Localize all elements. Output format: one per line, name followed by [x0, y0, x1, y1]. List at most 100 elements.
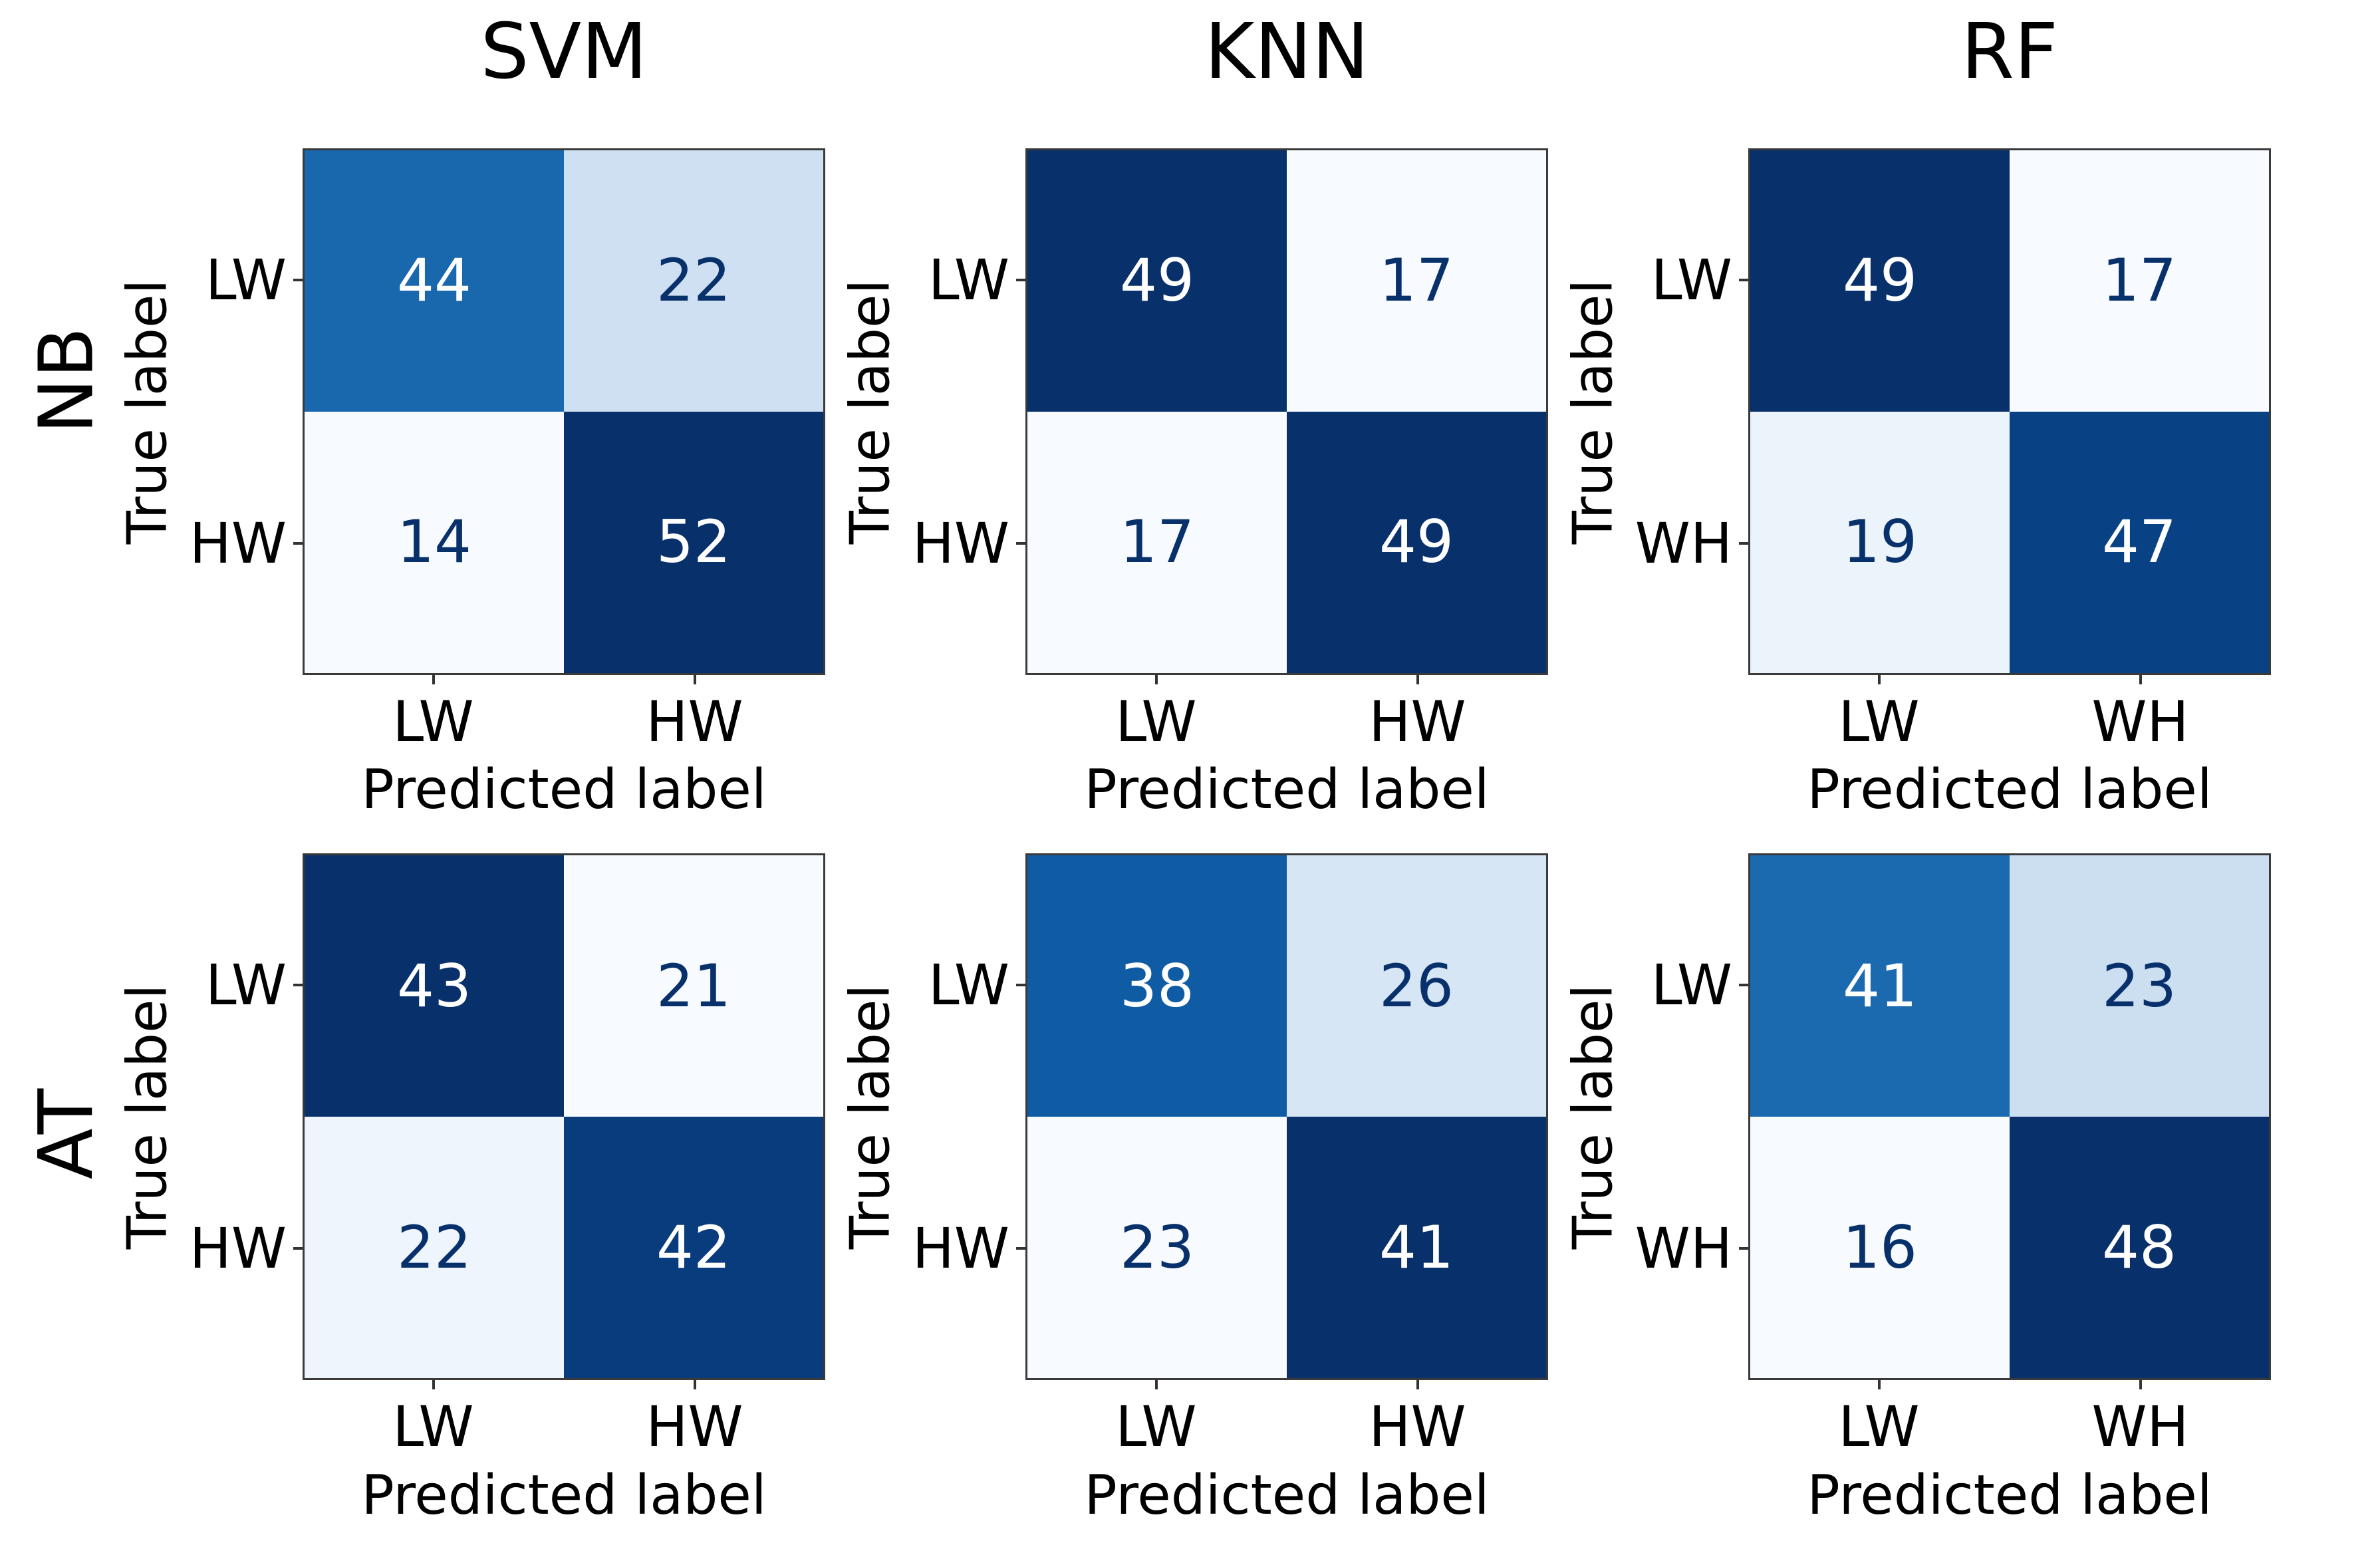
- x-tick: HW: [1287, 674, 1548, 752]
- x-axis-ticks: LW HW: [303, 1380, 825, 1458]
- x-tick: HW: [1287, 1380, 1548, 1460]
- panel-slot: KNN True label LW HW 49 17 17 49 LW: [839, 7, 1565, 822]
- matrix-cell: 49: [1027, 150, 1287, 412]
- y-axis-label: True label: [116, 279, 180, 545]
- x-tick-label: HW: [1369, 1394, 1466, 1460]
- cell-value: 38: [1120, 951, 1194, 1020]
- x-tick-label: LW: [1838, 1394, 1920, 1460]
- matrix-cell: 17: [1287, 150, 1546, 412]
- cell-value: 49: [1843, 246, 1917, 315]
- confusion-matrix-panel: KNN True label LW HW 49 17 17 49 LW: [839, 7, 1565, 822]
- matrix-cell: 47: [2010, 411, 2269, 673]
- x-tick-mark: [432, 1380, 435, 1390]
- cell-value: 17: [1120, 507, 1194, 577]
- x-axis-ticks: LW WH: [1748, 1380, 2271, 1460]
- panel-slot: RF True label LW WH 49 17 19 47 LW: [1561, 7, 2288, 821]
- y-tick: WH: [1622, 412, 1748, 675]
- y-tick: WH: [1622, 1117, 1748, 1380]
- x-tick-mark: [1416, 1380, 1419, 1390]
- y-tick-mark: [1739, 278, 1748, 281]
- x-tick: HW: [564, 674, 825, 754]
- y-tick-label: HW: [189, 1216, 287, 1282]
- y-axis-ticks: LW HW: [899, 853, 1025, 1380]
- x-tick: LW: [1025, 1380, 1287, 1460]
- x-tick-mark: [1877, 674, 1881, 684]
- cell-value: 17: [1379, 246, 1454, 315]
- matrix-cell: 41: [1750, 855, 2010, 1117]
- x-tick-mark: [2139, 1380, 2142, 1390]
- x-axis-label: Predicted label: [1807, 1463, 2212, 1527]
- y-tick: HW: [899, 412, 1025, 675]
- confusion-matrix-panel: RF True label LW WH 49 17 19 47 LW: [1561, 7, 2288, 821]
- y-tick-label: WH: [1635, 1216, 1732, 1282]
- x-tick-label: WH: [2091, 688, 2189, 754]
- panel-slot: True label LW WH 41 23 16 48 LW: [1562, 853, 2288, 1527]
- y-tick-mark: [1016, 541, 1025, 545]
- x-tick: LW: [303, 674, 564, 752]
- y-axis-label: True label: [839, 984, 902, 1250]
- x-axis-ticks: LW HW: [303, 674, 825, 754]
- matrix-cell: 17: [2010, 150, 2269, 412]
- cell-value: 22: [656, 246, 731, 315]
- y-tick: LW: [1622, 853, 1748, 1117]
- x-axis-label: Predicted label: [361, 758, 767, 822]
- y-axis-ticks: LW WH: [1622, 148, 1748, 675]
- y-tick-mark: [293, 984, 303, 987]
- y-tick-mark: [293, 541, 303, 545]
- x-tick-mark: [2139, 674, 2142, 684]
- x-tick: LW: [1748, 674, 2010, 752]
- x-axis-ticks: LW HW: [1025, 674, 1548, 752]
- cell-value: 26: [1379, 951, 1454, 1020]
- row-title-wrap: NB: [13, 12, 120, 821]
- matrix-cell: 26: [1287, 855, 1546, 1117]
- cell-value: 19: [1843, 507, 1917, 577]
- figure-row-at: AT True label LW HW 43 21 22 42: [13, 853, 2380, 1527]
- cell-value: 41: [1379, 1212, 1454, 1282]
- matrix-cell: 16: [1750, 1117, 2010, 1379]
- matrix-cell: 49: [1287, 411, 1546, 673]
- cell-value: 23: [1120, 1212, 1194, 1282]
- x-tick-mark: [693, 1380, 696, 1390]
- y-axis-ticks: LW HW: [176, 853, 303, 1380]
- y-axis-label: True label: [1561, 279, 1625, 545]
- y-tick-label: HW: [912, 510, 1009, 576]
- matrix-cell: 42: [564, 1117, 823, 1379]
- x-axis-label: Predicted label: [1084, 758, 1490, 822]
- cell-value: 22: [397, 1212, 471, 1282]
- x-axis-ticks: LW WH: [1748, 674, 2271, 754]
- y-tick: LW: [899, 853, 1025, 1117]
- panel-title: SVM: [480, 7, 648, 96]
- panel-title: RF: [1960, 7, 2059, 96]
- y-tick-mark: [293, 278, 303, 281]
- matrix-cell: 22: [564, 150, 823, 412]
- y-tick: HW: [899, 1117, 1025, 1380]
- confusion-matrix-panel: True label LW HW 38 26 23 41 LW: [839, 853, 1565, 1527]
- matrix-cell: 21: [564, 855, 823, 1117]
- row-title: AT: [23, 1088, 110, 1179]
- matrix-cell: 23: [1027, 1117, 1287, 1379]
- panel-title: KNN: [1204, 7, 1369, 96]
- x-tick-mark: [1416, 674, 1419, 684]
- y-tick-mark: [1016, 984, 1025, 987]
- confusion-matrix-heatmap: 49 17 17 49: [1025, 148, 1548, 675]
- x-tick: LW: [303, 1380, 564, 1458]
- confusion-matrix-heatmap: 41 23 16 48: [1748, 853, 2271, 1381]
- confusion-matrix-panel: SVM True label LW HW 44 22 14 52 LW: [116, 7, 843, 822]
- x-tick-label: HW: [646, 688, 743, 754]
- matrix-cell: 41: [1287, 1117, 1546, 1379]
- y-axis-ticks: LW WH: [1622, 853, 1748, 1380]
- cell-value: 21: [656, 951, 731, 1020]
- x-tick-label: LW: [1115, 1394, 1197, 1460]
- y-axis-label-wrap: True label: [839, 148, 902, 675]
- cell-value: 43: [397, 951, 471, 1020]
- confusion-matrix-heatmap: 44 22 14 52: [303, 148, 825, 675]
- y-axis-label: True label: [839, 279, 902, 545]
- panel-slot: True label LW HW 38 26 23 41 LW: [839, 853, 1565, 1527]
- matrix-cell: 49: [1750, 150, 2010, 412]
- y-axis-label-wrap: True label: [1561, 148, 1625, 675]
- row-title: NB: [23, 327, 110, 434]
- y-tick-mark: [1739, 984, 1748, 987]
- cell-value: 47: [2102, 507, 2177, 577]
- y-axis-label-wrap: True label: [839, 853, 902, 1380]
- y-tick-label: WH: [1635, 510, 1732, 576]
